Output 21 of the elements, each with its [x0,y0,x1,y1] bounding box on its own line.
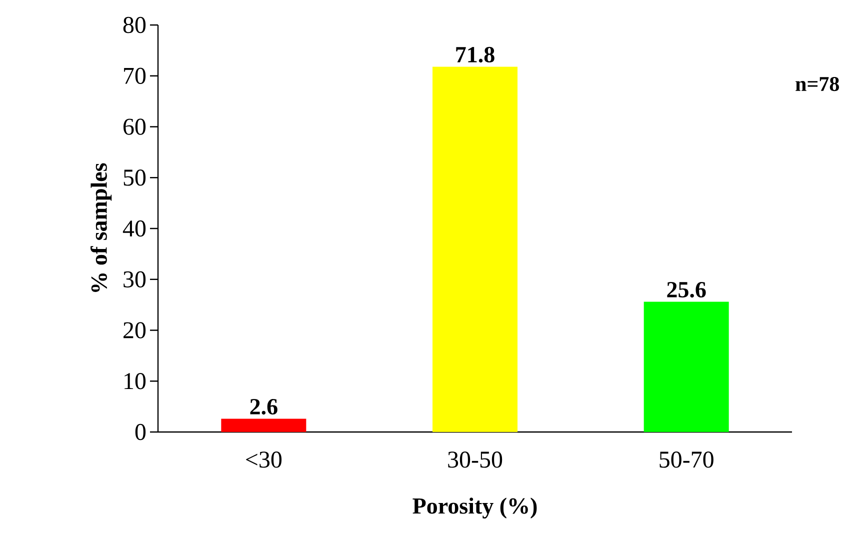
x-tick-label: 30-50 [448,452,502,468]
x-tick-label: <30 [246,452,282,468]
x-axis-title: Porosity (%) [412,498,537,519]
y-tick-label: 30 [124,271,146,288]
y-tick-label: 50 [124,170,146,186]
y-tick-label: 20 [124,322,146,338]
y-tick-label: 0 [135,424,146,440]
bar [432,66,518,432]
y-axis-title: % of samples [90,163,112,292]
data-label: 25.6 [667,282,706,298]
y-tick-label: 40 [122,220,146,237]
x-tick-label: 50-70 [660,452,714,468]
y-tick-label: 70 [124,68,146,84]
bar [221,418,306,432]
data-label: 71.8 [456,46,494,63]
data-label: 2.6 [250,399,278,415]
y-tick-label: 60 [124,118,146,135]
text: n=78 [796,76,839,92]
y-tick-label: 80 [123,16,146,34]
y-tick-label: 10 [124,373,146,390]
bar [644,302,729,432]
